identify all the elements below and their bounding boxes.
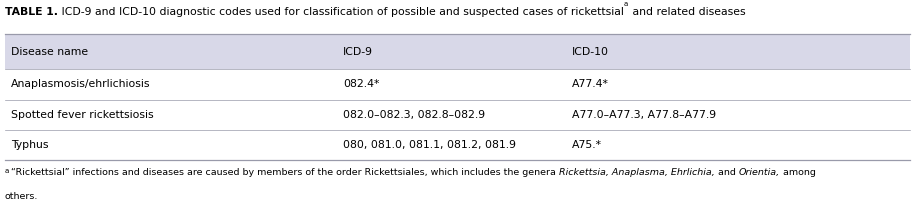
Text: ICD-10: ICD-10 (572, 47, 608, 57)
Text: A77.4*: A77.4* (572, 79, 608, 90)
Text: ICD-9 and ICD-10 diagnostic codes used for classification of possible and suspec: ICD-9 and ICD-10 diagnostic codes used f… (58, 7, 623, 17)
Text: and related diseases: and related diseases (629, 7, 746, 17)
Text: TABLE 1.: TABLE 1. (5, 7, 58, 17)
Text: 082.0–082.3, 082.8–082.9: 082.0–082.3, 082.8–082.9 (343, 110, 485, 120)
Text: a: a (5, 168, 9, 174)
Bar (5, 34, 910, 69)
Text: a: a (623, 1, 628, 7)
Text: and: and (715, 168, 738, 177)
Text: “Rickettsial” infections and diseases are caused by members of the order Rickett: “Rickettsial” infections and diseases ar… (11, 168, 559, 177)
Text: Typhus: Typhus (11, 140, 48, 150)
Text: Orientia,: Orientia, (738, 168, 780, 177)
Text: Spotted fever rickettsiosis: Spotted fever rickettsiosis (11, 110, 154, 120)
Text: A77.0–A77.3, A77.8–A77.9: A77.0–A77.3, A77.8–A77.9 (572, 110, 716, 120)
Text: others.: others. (5, 192, 38, 201)
Text: Anaplasmosis/ehrlichiosis: Anaplasmosis/ehrlichiosis (11, 79, 150, 90)
Text: ICD-9: ICD-9 (343, 47, 373, 57)
Text: 080, 081.0, 081.1, 081.2, 081.9: 080, 081.0, 081.1, 081.2, 081.9 (343, 140, 516, 150)
Text: Rickettsia, Anaplasma, Ehrlichia,: Rickettsia, Anaplasma, Ehrlichia, (559, 168, 715, 177)
Text: A75.*: A75.* (572, 140, 602, 150)
Text: Disease name: Disease name (11, 47, 88, 57)
Text: 082.4*: 082.4* (343, 79, 380, 90)
Text: among: among (780, 168, 815, 177)
